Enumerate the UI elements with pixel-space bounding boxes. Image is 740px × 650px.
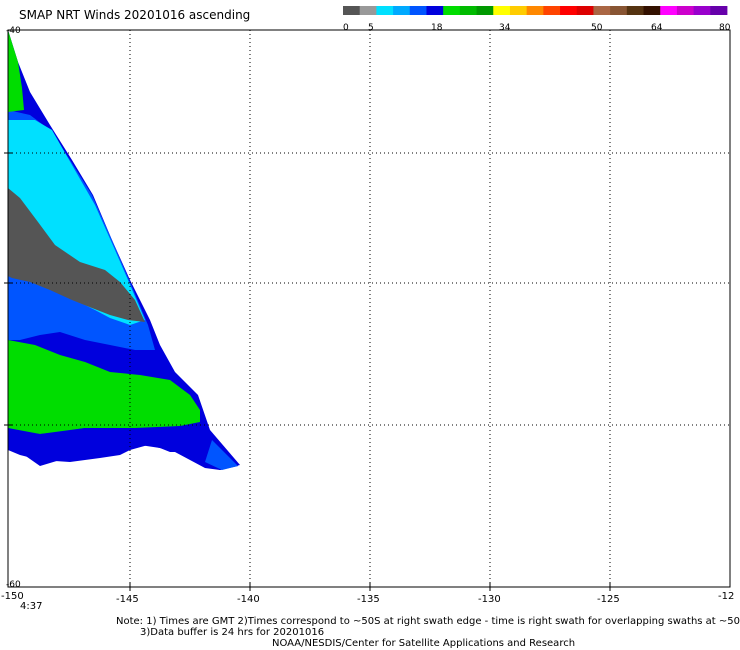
colorbar-segment	[343, 6, 361, 15]
colorbar-tick-label: 50	[591, 23, 603, 33]
colorbar-segment	[626, 6, 644, 15]
lon-label-125: -125	[597, 594, 620, 605]
swath-gray-calm	[8, 188, 145, 322]
colorbar-segment	[426, 6, 444, 15]
colorbar-segment	[676, 6, 695, 15]
colorbar-tick-label: 80	[719, 23, 731, 33]
colorbar-segment	[409, 6, 427, 15]
axis-ticks	[4, 152, 611, 591]
colorbar-tick-label: 64	[651, 23, 663, 33]
colorbar-segment	[576, 6, 594, 15]
lat-label-40: -40	[6, 26, 21, 36]
lon-label-145: -145	[116, 594, 139, 605]
colorbar-segment	[710, 6, 728, 15]
swath-green-top	[8, 30, 24, 112]
note-line-1: Note: 1) Times are GMT 2)Times correspon…	[116, 616, 740, 627]
colorbar-segment	[643, 6, 661, 15]
swath-time-label: 4:37	[20, 601, 43, 612]
colorbar-segment	[359, 6, 377, 15]
swath-blue-tip	[205, 440, 238, 470]
colorbar-segment	[693, 6, 711, 15]
colorbar-segment	[509, 6, 528, 15]
colorbar-segment	[459, 6, 477, 15]
colorbar-segment	[376, 6, 394, 15]
colorbar-segment	[443, 6, 461, 15]
lon-label-140: -140	[237, 594, 260, 605]
swath-green-band	[8, 340, 200, 434]
wind-swath	[8, 30, 240, 470]
colorbar-segment	[660, 6, 678, 15]
colorbar-segment	[393, 6, 411, 15]
wind-speed-colorbar	[343, 6, 728, 15]
colorbar-segment	[560, 6, 578, 15]
lon-label-130: -130	[478, 594, 501, 605]
colorbar-tick-label: 34	[499, 23, 511, 33]
swath-blue-south	[8, 426, 238, 470]
colorbar-segment	[476, 6, 494, 15]
lon-label-135: -135	[357, 594, 380, 605]
note-line-3: NOAA/NESDIS/Center for Satellite Applica…	[272, 638, 576, 649]
colorbar-tick-label: 0	[343, 23, 349, 33]
colorbar-segment	[493, 6, 511, 15]
graticule	[8, 30, 730, 587]
colorbar-segment	[610, 6, 628, 15]
colorbar-segment	[543, 6, 561, 15]
lon-label-120: -12	[718, 591, 735, 602]
colorbar-tick-label: 18	[431, 23, 443, 33]
colorbar-tick-labels: 0 5 18 34 50 64 80	[343, 23, 731, 33]
lat-label-60: -60	[6, 580, 21, 590]
map-title: SMAP NRT Winds 20201016 ascending	[19, 8, 251, 22]
note-line-2: 3)Data buffer is 24 hrs for 20201016	[140, 627, 325, 638]
colorbar-segment	[526, 6, 544, 15]
colorbar-tick-label: 5	[368, 23, 374, 33]
colorbar-segment	[593, 6, 611, 15]
lon-label-150: -150	[1, 591, 24, 602]
